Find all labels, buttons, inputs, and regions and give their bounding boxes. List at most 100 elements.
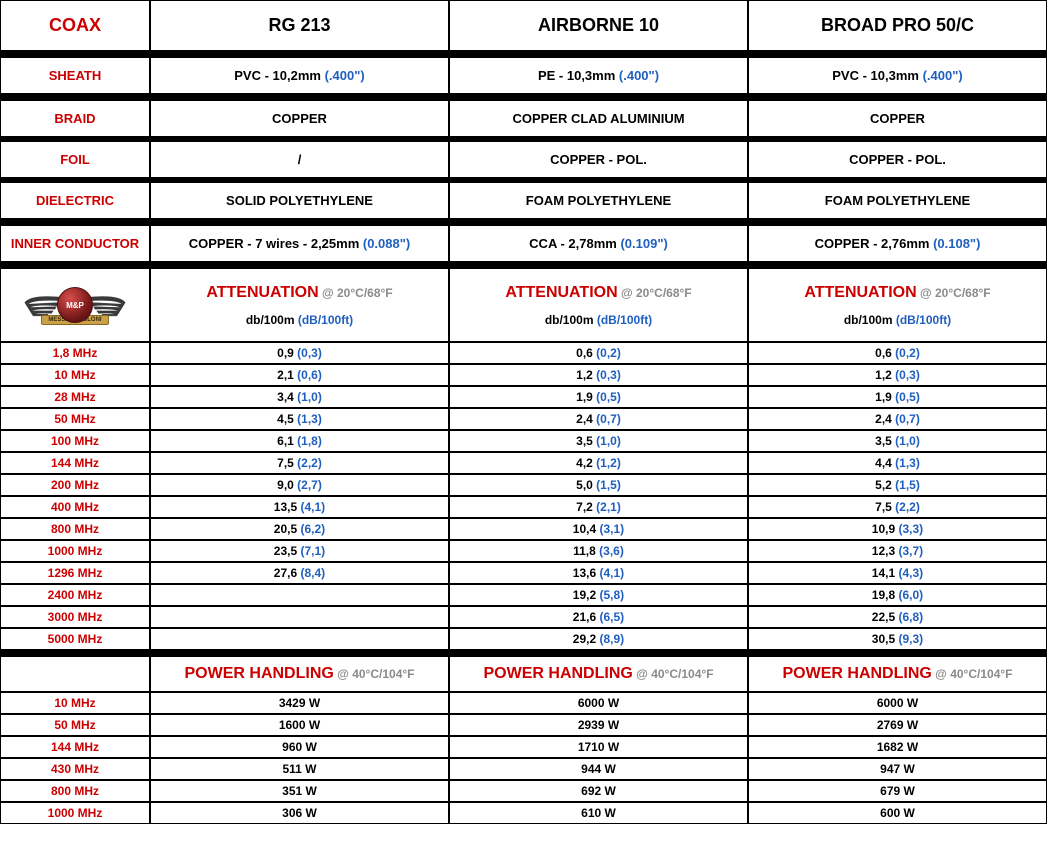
frequency-label: 430 MHz	[0, 758, 150, 780]
att-metric: 19,2	[573, 588, 596, 602]
att-metric: 10,9	[872, 522, 895, 536]
logo-badge: M&P	[57, 287, 93, 323]
att-metric: 4,5	[277, 412, 294, 426]
power-value: 351 W	[282, 784, 317, 798]
att-imperial: (4,3)	[899, 566, 924, 580]
frequency-label: 100 MHz	[0, 430, 150, 452]
spec-cell: COPPER	[748, 100, 1047, 137]
attenuation-cell: 1,2 (0,3)	[449, 364, 748, 386]
attenuation-condition: @ 20°C/68°F	[618, 286, 692, 300]
frequency-label: 1,8 MHz	[0, 342, 150, 364]
attenuation-cell: 5,0 (1,5)	[449, 474, 748, 496]
spec-cell: COPPER - POL.	[748, 141, 1047, 178]
att-metric: 30,5	[872, 632, 895, 646]
power-value: 306 W	[282, 806, 317, 820]
power-cell: 511 W	[150, 758, 449, 780]
spec-cell: COPPER	[150, 100, 449, 137]
power-value: 2939 W	[578, 718, 619, 732]
att-imperial: (3,3)	[899, 522, 924, 536]
attenuation-cell: 13,6 (4,1)	[449, 562, 748, 584]
attenuation-cell: 4,2 (1,2)	[449, 452, 748, 474]
power-header: POWER HANDLING @ 40°C/104°F	[449, 656, 748, 692]
att-metric: 7,5	[875, 500, 892, 514]
frequency-label: 50 MHz	[0, 714, 150, 736]
attenuation-cell	[150, 606, 449, 628]
att-metric: 0,6	[875, 346, 892, 360]
att-imperial: (0,3)	[895, 368, 920, 382]
power-value: 6000 W	[877, 696, 918, 710]
att-imperial: (8,9)	[600, 632, 625, 646]
att-imperial: (8,4)	[301, 566, 326, 580]
power-cell: 1710 W	[449, 736, 748, 758]
attenuation-cell: 7,2 (2,1)	[449, 496, 748, 518]
att-imperial: (6,2)	[301, 522, 326, 536]
att-metric: 4,2	[576, 456, 593, 470]
att-imperial: (0,3)	[297, 346, 322, 360]
frequency-label: 10 MHz	[0, 692, 150, 714]
attenuation-unit: db/100m	[246, 313, 298, 327]
att-metric: 12,3	[872, 544, 895, 558]
attenuation-cell: 1,9 (0,5)	[449, 386, 748, 408]
attenuation-title: ATTENUATION	[505, 284, 617, 301]
header-label: COAX	[0, 0, 150, 51]
spec-cell: COPPER - 2,76mm (0.108")	[748, 225, 1047, 262]
att-imperial: (2,7)	[297, 478, 322, 492]
power-cell: 6000 W	[748, 692, 1047, 714]
spec-cell: FOAM POLYETHYLENE	[449, 182, 748, 219]
spec-label: DIELECTRIC	[0, 182, 150, 219]
attenuation-cell: 23,5 (7,1)	[150, 540, 449, 562]
att-metric: 14,1	[872, 566, 895, 580]
power-value: 6000 W	[578, 696, 619, 710]
spec-value: /	[298, 152, 302, 167]
spec-cell: COPPER - 7 wires - 2,25mm (0.088")	[150, 225, 449, 262]
att-imperial: (0,2)	[895, 346, 920, 360]
attenuation-header: ATTENUATION @ 20°C/68°Fdb/100m (dB/100ft…	[449, 268, 748, 342]
power-cell: 947 W	[748, 758, 1047, 780]
power-value: 944 W	[581, 762, 616, 776]
power-cell: 306 W	[150, 802, 449, 824]
attenuation-unit-imperial: (dB/100ft)	[298, 313, 353, 327]
coax-comparison-table: COAXRG 213AIRBORNE 10BROAD PRO 50/CSHEAT…	[0, 0, 1047, 824]
att-metric: 1,9	[875, 390, 892, 404]
attenuation-cell: 14,1 (4,3)	[748, 562, 1047, 584]
power-value: 947 W	[880, 762, 915, 776]
spec-value: COPPER - POL.	[550, 152, 647, 167]
spec-cell: COPPER - POL.	[449, 141, 748, 178]
att-metric: 23,5	[274, 544, 297, 558]
power-cell: 692 W	[449, 780, 748, 802]
power-value: 1682 W	[877, 740, 918, 754]
product-header: BROAD PRO 50/C	[748, 0, 1047, 51]
att-imperial: (7,1)	[301, 544, 326, 558]
spec-value-imperial: (0.109")	[620, 236, 667, 251]
att-metric: 0,9	[277, 346, 294, 360]
product-header: AIRBORNE 10	[449, 0, 748, 51]
power-cell: 944 W	[449, 758, 748, 780]
attenuation-cell: 2,4 (0,7)	[748, 408, 1047, 430]
spec-cell: PE - 10,3mm (.400")	[449, 57, 748, 94]
attenuation-cell: 9,0 (2,7)	[150, 474, 449, 496]
att-imperial: (3,6)	[599, 544, 624, 558]
attenuation-title: ATTENUATION	[206, 284, 318, 301]
spec-value-imperial: (.400")	[619, 68, 659, 83]
attenuation-cell: 19,2 (5,8)	[449, 584, 748, 606]
att-metric: 7,5	[277, 456, 294, 470]
power-cell: 610 W	[449, 802, 748, 824]
product-name: RG 213	[268, 15, 330, 35]
att-metric: 1,2	[875, 368, 892, 382]
spec-value: COPPER CLAD ALUMINIUM	[512, 111, 684, 126]
att-imperial: (6,5)	[600, 610, 625, 624]
spec-value: COPPER	[272, 111, 327, 126]
att-imperial: (2,2)	[895, 500, 920, 514]
att-imperial: (0,6)	[297, 368, 322, 382]
att-metric: 3,4	[277, 390, 294, 404]
frequency-label: 10 MHz	[0, 364, 150, 386]
att-metric: 0,6	[576, 346, 593, 360]
power-cell: 960 W	[150, 736, 449, 758]
att-metric: 10,4	[573, 522, 596, 536]
attenuation-unit: db/100m	[545, 313, 597, 327]
att-imperial: (1,8)	[297, 434, 322, 448]
att-metric: 7,2	[576, 500, 593, 514]
attenuation-cell: 5,2 (1,5)	[748, 474, 1047, 496]
power-condition: @ 40°C/104°F	[334, 667, 415, 681]
power-value: 2769 W	[877, 718, 918, 732]
